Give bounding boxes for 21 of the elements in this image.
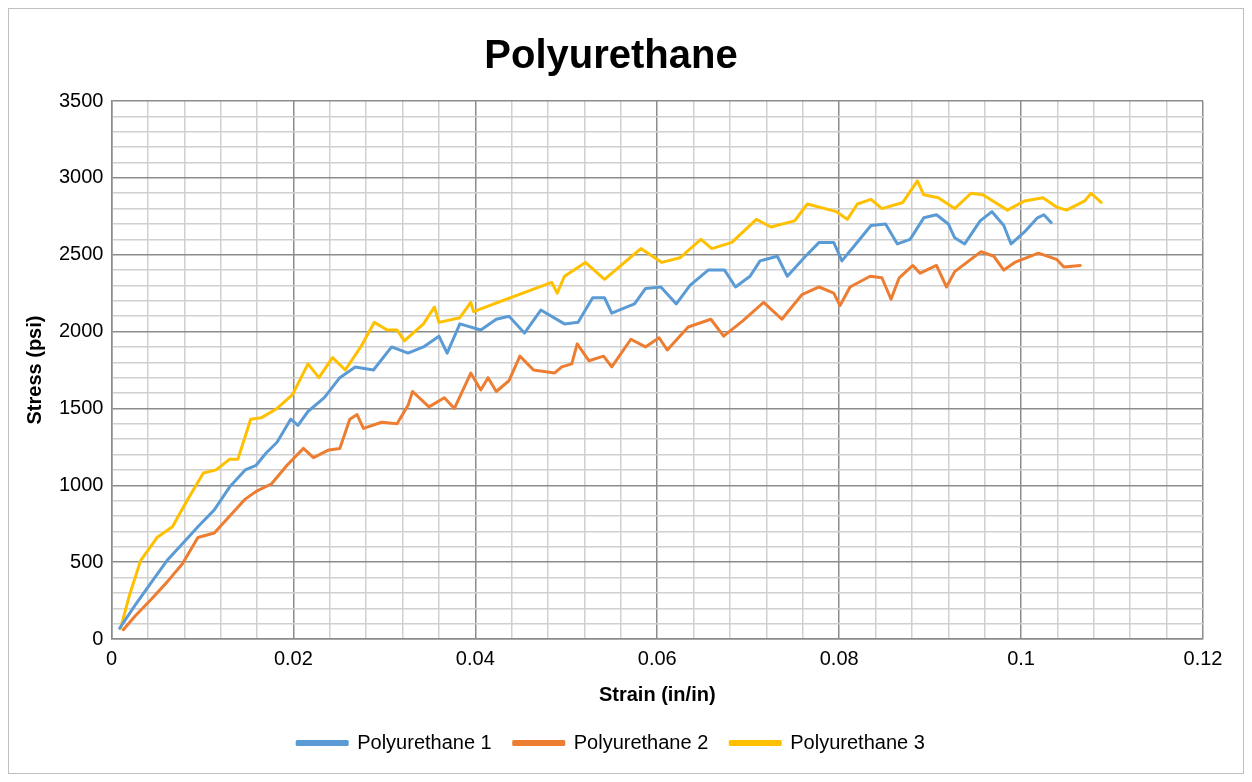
y-tick-label: 2000 bbox=[58, 319, 104, 342]
x-tick-label: 0.12 bbox=[1183, 646, 1223, 669]
y-tick-label: 3500 bbox=[58, 88, 104, 111]
legend-label: Polyurethane 1 bbox=[357, 730, 492, 753]
y-tick-label: 0 bbox=[92, 626, 104, 649]
x-tick-label: 0.1 bbox=[1007, 646, 1035, 669]
x-axis-title: Strain (in/in) bbox=[598, 682, 716, 705]
x-tick-label: 0.04 bbox=[455, 646, 495, 669]
chart-title: Polyurethane bbox=[484, 32, 738, 77]
y-tick-label: 1000 bbox=[58, 472, 104, 495]
x-tick-label: 0.02 bbox=[273, 646, 313, 669]
y-tick-label: 1500 bbox=[58, 395, 104, 418]
x-tick-label: 0 bbox=[105, 646, 118, 669]
legend-label: Polyurethane 3 bbox=[790, 730, 925, 753]
x-tick-label: 0.06 bbox=[637, 646, 677, 669]
y-tick-label: 3000 bbox=[58, 165, 104, 188]
y-tick-label: 2500 bbox=[58, 242, 104, 265]
y-axis-title: Stress (psi) bbox=[22, 315, 45, 425]
x-tick-label: 0.08 bbox=[819, 646, 859, 669]
legend-label: Polyurethane 2 bbox=[573, 730, 709, 753]
y-tick-label: 500 bbox=[70, 549, 104, 572]
